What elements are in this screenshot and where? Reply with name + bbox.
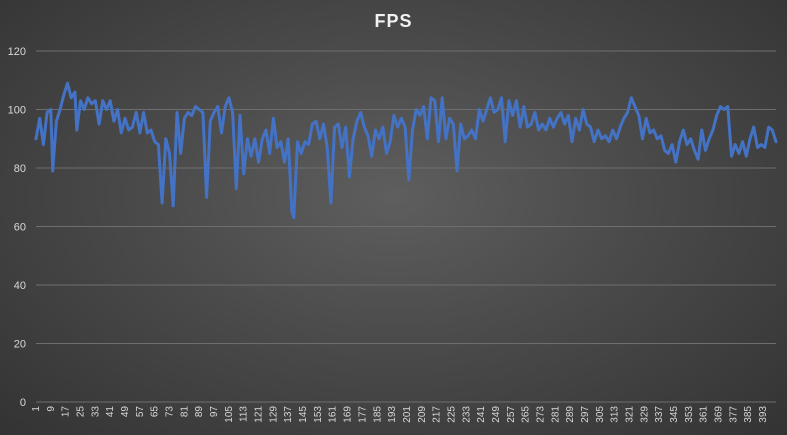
fps-series-line xyxy=(34,81,778,220)
x-tick-label: 273 xyxy=(535,406,546,423)
y-tick-label: 0 xyxy=(20,397,26,409)
x-tick-label: 105 xyxy=(224,406,235,423)
x-tick-label: 17 xyxy=(61,406,72,418)
x-tick-label: 361 xyxy=(699,406,710,423)
x-tick-label: 193 xyxy=(387,406,398,423)
y-axis-ticks: 0 20 40 60 80 100 120 xyxy=(8,46,26,409)
x-tick-label: 329 xyxy=(639,406,650,423)
x-tick-label: 313 xyxy=(610,406,621,423)
x-tick-label: 57 xyxy=(135,406,146,418)
gridlines xyxy=(36,50,776,403)
x-tick-label: 289 xyxy=(565,406,576,423)
x-tick-label: 145 xyxy=(298,406,309,423)
x-tick-label: 73 xyxy=(165,406,176,418)
x-tick-label: 65 xyxy=(150,406,161,418)
chart-title: FPS xyxy=(374,11,413,31)
x-tick-label: 161 xyxy=(328,406,339,423)
x-tick-label: 337 xyxy=(654,406,665,423)
y-tick-label: 40 xyxy=(14,280,26,292)
y-tick-label: 20 xyxy=(14,339,26,351)
x-tick-label: 225 xyxy=(446,406,457,423)
x-tick-label: 209 xyxy=(417,406,428,423)
x-tick-label: 297 xyxy=(580,406,591,423)
x-tick-label: 393 xyxy=(758,406,769,423)
x-tick-label: 129 xyxy=(268,406,279,423)
x-tick-label: 385 xyxy=(743,406,754,423)
x-tick-label: 217 xyxy=(432,406,443,423)
x-tick-label: 369 xyxy=(714,406,725,423)
x-tick-label: 265 xyxy=(521,406,532,423)
y-tick-label: 120 xyxy=(8,46,26,58)
x-tick-label: 33 xyxy=(90,406,101,418)
x-tick-label: 153 xyxy=(313,406,324,423)
x-tick-label: 281 xyxy=(550,406,561,423)
x-tick-label: 201 xyxy=(402,406,413,423)
x-tick-label: 241 xyxy=(476,406,487,423)
x-tick-label: 233 xyxy=(461,406,472,423)
y-tick-label: 100 xyxy=(8,105,26,117)
x-tick-label: 49 xyxy=(120,406,131,418)
x-tick-label: 305 xyxy=(595,406,606,423)
x-tick-label: 41 xyxy=(105,406,116,418)
x-tick-label: 113 xyxy=(239,406,250,422)
series-layer xyxy=(34,81,778,220)
x-tick-label: 257 xyxy=(506,406,517,423)
x-tick-label: 177 xyxy=(357,406,368,423)
x-tick-label: 137 xyxy=(283,406,294,423)
x-tick-label: 377 xyxy=(728,406,739,423)
x-tick-label: 89 xyxy=(194,406,205,418)
x-tick-label: 9 xyxy=(46,406,57,412)
x-tick-label: 169 xyxy=(343,406,354,423)
x-axis-ticks: 1 9 17 25 33 41 49 57 65 73 81 89 97 105 113 121 129 137 1… xyxy=(31,406,769,423)
x-tick-label: 353 xyxy=(684,406,695,423)
x-tick-label: 185 xyxy=(372,406,383,423)
x-tick-label: 321 xyxy=(624,406,635,423)
y-tick-label: 60 xyxy=(14,222,26,234)
x-tick-label: 97 xyxy=(209,406,220,418)
x-tick-label: 249 xyxy=(491,406,502,423)
x-tick-label: 1 xyxy=(31,406,42,412)
x-tick-label: 121 xyxy=(254,406,265,423)
x-tick-label: 81 xyxy=(179,406,190,418)
y-tick-label: 80 xyxy=(14,163,26,175)
x-tick-label: 345 xyxy=(669,406,680,423)
x-tick-label: 25 xyxy=(76,406,87,418)
